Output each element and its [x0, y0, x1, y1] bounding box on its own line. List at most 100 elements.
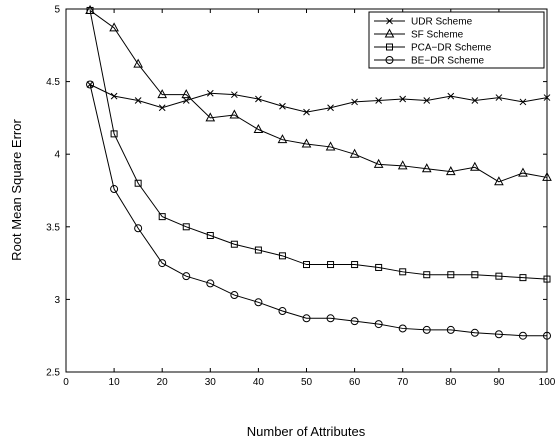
- data-point: [543, 94, 551, 101]
- data-point: [470, 161, 480, 171]
- data-point: [470, 328, 479, 337]
- x-tick-label: 70: [397, 377, 409, 388]
- y-tick-label: 5: [54, 5, 60, 16]
- data-point: [110, 92, 118, 100]
- series-circle: [86, 80, 551, 340]
- data-point: [423, 271, 431, 279]
- data-point: [278, 252, 286, 260]
- legend-swatch: [374, 43, 405, 51]
- data-point: [445, 166, 456, 176]
- x-tick-label: 20: [157, 377, 169, 388]
- data-point: [279, 102, 286, 110]
- data-point: [301, 138, 312, 148]
- data-point: [133, 58, 143, 68]
- data-point: [158, 213, 166, 221]
- plot-area: [65, 8, 548, 373]
- data-point: [350, 317, 359, 326]
- x-tick-label: 60: [349, 377, 361, 388]
- y-tick-label: 2.5: [46, 368, 60, 379]
- data-point: [303, 108, 310, 116]
- data-point: [375, 263, 383, 271]
- data-point: [205, 112, 216, 122]
- legend-swatch: [374, 28, 405, 38]
- data-point: [447, 92, 455, 100]
- data-point: [398, 324, 407, 333]
- legend-swatch-marker: [386, 43, 393, 51]
- data-point: [495, 272, 503, 280]
- data-point: [182, 272, 191, 281]
- data-point: [543, 331, 551, 340]
- data-point: [134, 224, 143, 233]
- data-point: [471, 271, 479, 279]
- data-point: [327, 261, 335, 269]
- data-point: [422, 325, 431, 334]
- data-point: [495, 94, 503, 101]
- legend-swatch: [374, 56, 405, 64]
- data-point: [327, 104, 334, 112]
- data-point: [206, 232, 214, 240]
- x-tick-label: 30: [205, 377, 217, 388]
- data-point: [206, 89, 214, 97]
- x-tick-label: 80: [445, 377, 457, 388]
- data-point: [494, 330, 503, 339]
- legend-label-udr: UDR Scheme: [411, 17, 473, 28]
- data-point: [134, 179, 142, 187]
- data-point: [542, 171, 552, 181]
- data-point: [254, 246, 262, 254]
- data-point: [373, 158, 384, 168]
- data-point: [399, 268, 407, 276]
- data-point: [277, 134, 288, 144]
- data-point: [255, 95, 262, 103]
- data-point: [471, 97, 479, 104]
- data-point: [110, 185, 119, 194]
- data-point: [302, 314, 311, 323]
- x-axis-label: Number of Attributes: [247, 424, 366, 439]
- data-point: [230, 240, 238, 248]
- data-point: [447, 271, 455, 279]
- series-line: [89, 84, 547, 337]
- data-point: [158, 259, 167, 268]
- data-point: [349, 148, 360, 158]
- data-point: [206, 279, 215, 288]
- y-tick-label: 3: [54, 295, 60, 306]
- data-point: [494, 176, 504, 186]
- series-line: [89, 10, 548, 280]
- data-point: [158, 104, 166, 112]
- x-tick-label: 10: [109, 377, 121, 388]
- data-point: [519, 98, 527, 106]
- x-tick-label: 50: [301, 377, 313, 388]
- legend-label-pca-dr: PCA−DR Scheme: [411, 43, 492, 54]
- data-point: [325, 141, 336, 151]
- data-point: [519, 274, 527, 282]
- data-point: [278, 307, 287, 316]
- data-point: [110, 130, 118, 138]
- data-point: [230, 91, 238, 99]
- data-point: [134, 97, 142, 104]
- data-point: [351, 261, 359, 269]
- data-point: [518, 331, 527, 340]
- data-point: [182, 223, 190, 231]
- data-point: [421, 163, 432, 173]
- series-x: [86, 81, 551, 116]
- series-triangle: [85, 4, 552, 186]
- data-point: [182, 97, 190, 104]
- x-tick-label: 100: [539, 377, 555, 388]
- axis-ticks: 0 10 20 30 40 50 60 70 80 90 100 2.5 3 3.5 4 4.5 5: [46, 5, 555, 389]
- y-tick-label: 4: [54, 150, 60, 161]
- data-point: [109, 22, 119, 32]
- data-point: [229, 109, 240, 119]
- legend-swatch: [374, 17, 405, 25]
- legend-swatch-marker: [385, 56, 394, 64]
- data-point: [374, 320, 383, 329]
- y-tick-label: 3.5: [46, 222, 60, 233]
- data-point: [254, 298, 263, 307]
- data-point: [543, 275, 551, 283]
- series-layer: [85, 4, 552, 340]
- data-point: [326, 314, 335, 323]
- data-point: [397, 160, 408, 170]
- data-point: [181, 89, 192, 99]
- x-tick-label: 90: [493, 377, 505, 388]
- data-point: [230, 291, 239, 300]
- data-point: [157, 89, 168, 99]
